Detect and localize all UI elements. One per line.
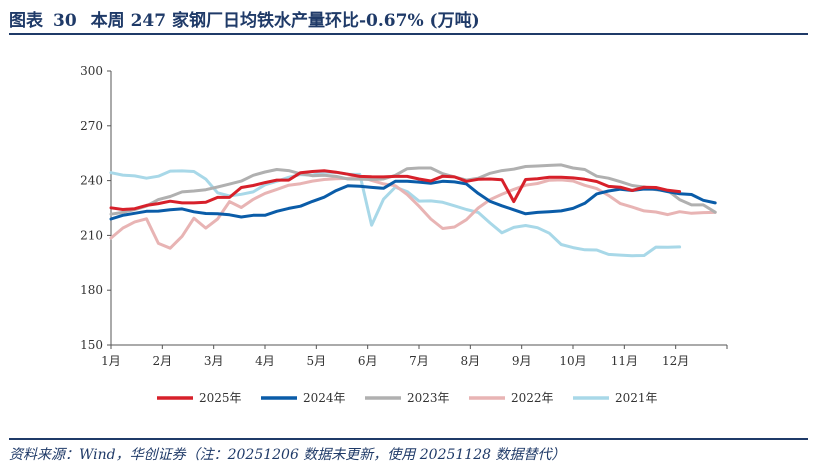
- x-tick-label: 11月: [611, 354, 638, 368]
- figure-label: 图表: [9, 11, 43, 31]
- source-note: 资料来源：Wind，华创证券（注：20251206 数据未更新，使用 20251…: [9, 447, 566, 463]
- legend-label: 2025年: [199, 391, 242, 405]
- y-tick-label: 210: [80, 228, 103, 242]
- legend: 2025年 2024年 2023年 2022年 2021年: [157, 391, 658, 405]
- x-tick-label: 8月: [461, 354, 481, 368]
- y-tick-label: 180: [80, 283, 103, 297]
- figure-title-text: 本周 247 家钢厂日均铁水产量环比-0.67% (万吨): [90, 11, 480, 31]
- series-line-3: [109, 174, 717, 250]
- legend-label: 2021年: [615, 391, 658, 405]
- x-tick-label: 7月: [409, 354, 429, 368]
- x-tick-label: 12月: [662, 354, 689, 368]
- figure-number: 30: [53, 11, 77, 31]
- x-tick-label: 9月: [512, 354, 532, 368]
- series-layer: [109, 163, 717, 258]
- x-tick-label: 4月: [255, 354, 275, 368]
- y-tick-label: 240: [80, 174, 103, 188]
- x-tick-label: 2月: [153, 354, 173, 368]
- series-line-0: [109, 169, 682, 211]
- series-line-2: [109, 163, 717, 216]
- x-tick-label: 10月: [559, 354, 586, 368]
- figure-title: 图表 30 本周 247 家钢厂日均铁水产量环比-0.67% (万吨): [9, 6, 809, 31]
- x-tick-label: 5月: [307, 354, 327, 368]
- y-tick-label: 300: [80, 64, 103, 78]
- legend-label: 2022年: [511, 391, 554, 405]
- y-tick-label: 270: [80, 119, 103, 133]
- series-line-1: [109, 179, 717, 221]
- y-axis: 150 180 210 240 270 300: [80, 64, 112, 352]
- x-tick-label: 3月: [204, 354, 224, 368]
- x-axis: 1月 2月 3月 4月 5月 6月 7月 8月 9月 10月 11月 12月: [101, 344, 728, 368]
- title-rule: [9, 33, 808, 35]
- x-tick-label: 1月: [101, 354, 121, 368]
- x-tick-label: 6月: [358, 354, 378, 368]
- legend-label: 2024年: [303, 391, 346, 405]
- y-tick-label: 150: [80, 338, 103, 352]
- footer-rule: [9, 438, 808, 440]
- legend-label: 2023年: [407, 391, 450, 405]
